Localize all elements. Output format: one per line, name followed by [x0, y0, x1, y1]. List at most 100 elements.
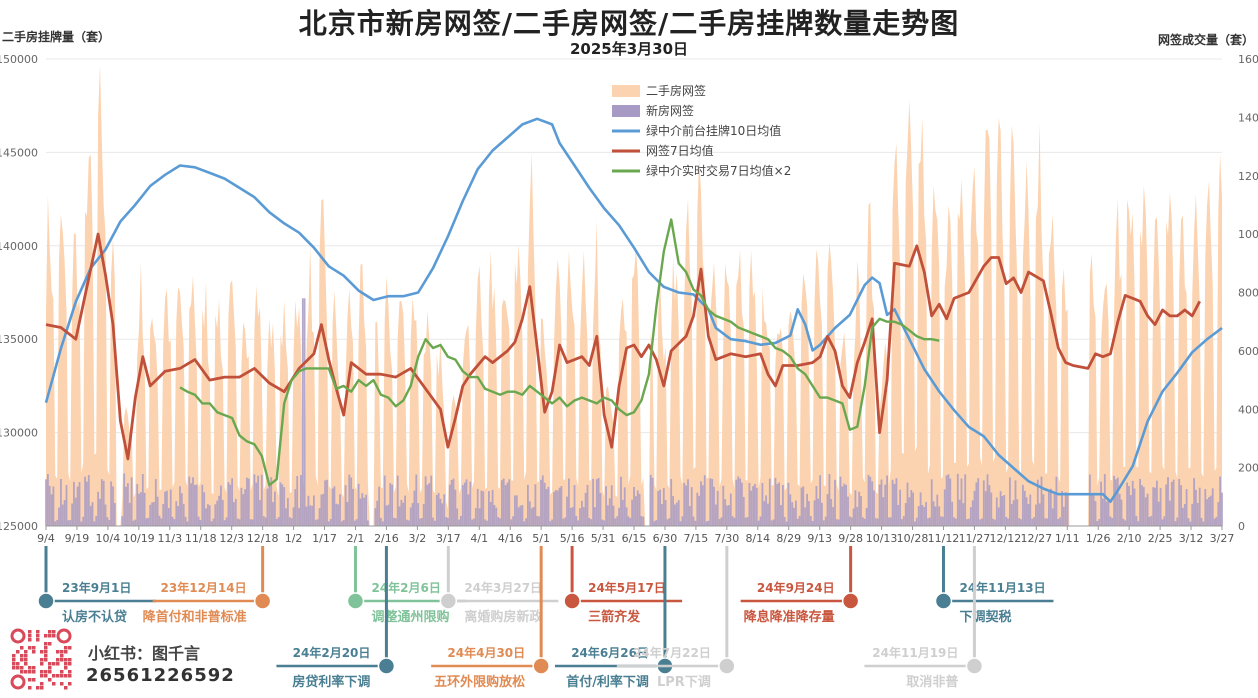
- new-house-bar: [339, 494, 341, 526]
- new-house-bar: [251, 519, 254, 526]
- new-house-bar: [904, 503, 907, 526]
- new-house-bar: [880, 479, 883, 526]
- qr-module: [44, 646, 48, 650]
- event-date: 24年5月17日: [588, 580, 666, 595]
- new-house-bar: [895, 478, 898, 526]
- event-marker: [934, 592, 953, 610]
- new-house-bar: [709, 478, 712, 526]
- x-tick-label: 9/19: [65, 532, 90, 545]
- new-house-bar: [56, 519, 59, 526]
- new-house-bar: [982, 480, 985, 526]
- new-house-bar: [848, 516, 851, 526]
- new-house-bar: [294, 489, 297, 526]
- new-house-bar: [1126, 482, 1128, 526]
- y-right-tick-label: 0: [1238, 520, 1245, 533]
- new-house-bar: [361, 493, 364, 526]
- new-house-bar: [549, 521, 552, 526]
- new-house-bar: [82, 516, 85, 526]
- new-house-bar: [768, 478, 771, 526]
- new-house-bar: [744, 517, 747, 526]
- new-house-bar: [992, 518, 994, 526]
- new-house-bar: [231, 478, 233, 526]
- new-house-bar: [834, 479, 836, 526]
- y-right-tick-label: 1200: [1238, 170, 1258, 183]
- new-house-bar: [703, 475, 706, 526]
- listing-10d-avg-line: [44, 117, 1223, 503]
- new-house-bar: [688, 506, 691, 526]
- event-date: 24年2月6日: [371, 580, 440, 595]
- new-house-bar: [754, 483, 756, 526]
- new-house-bar: [474, 508, 477, 526]
- new-house-bar: [1033, 517, 1035, 526]
- new-house-bar: [221, 499, 224, 526]
- new-house-bar: [854, 490, 857, 526]
- new-house-bar: [607, 505, 609, 526]
- new-house-bar: [380, 517, 382, 526]
- new-house-bar: [201, 484, 204, 526]
- new-house-bar: [194, 485, 196, 526]
- new-house-bar: [1183, 504, 1186, 526]
- new-house-bar: [906, 482, 909, 526]
- new-house-bar: [322, 493, 325, 526]
- new-house-bar: [947, 474, 950, 526]
- new-house-bar: [145, 518, 148, 526]
- x-tick-label: 8/14: [745, 532, 770, 545]
- new-house-bar: [973, 490, 976, 526]
- new-house-bar: [495, 507, 498, 526]
- new-house-bar: [268, 485, 271, 526]
- new-house-bar: [47, 474, 49, 526]
- new-house-bar: [1116, 477, 1119, 526]
- new-house-bar: [536, 516, 539, 526]
- new-house-bar: [657, 490, 660, 526]
- new-house-bar: [435, 495, 438, 526]
- new-house-bar: [945, 475, 948, 526]
- new-house-bar: [960, 478, 963, 526]
- new-house-bar: [897, 505, 900, 526]
- new-house-bar: [932, 501, 935, 526]
- new-house-bar: [722, 485, 725, 526]
- new-house-bar: [160, 518, 163, 526]
- new-house-bar: [858, 491, 861, 526]
- new-house-bar: [290, 518, 293, 526]
- new-house-bar: [54, 521, 57, 526]
- qr-module: [44, 634, 48, 638]
- x-tick-label: 3/2: [409, 532, 427, 545]
- qr-module: [48, 678, 52, 682]
- new-house-bar: [1048, 492, 1050, 526]
- qr-module: [48, 634, 52, 638]
- new-house-bar: [666, 519, 669, 526]
- y-right-tick-label: 1600: [1238, 53, 1258, 66]
- new-house-bar: [67, 520, 70, 526]
- new-house-bar: [778, 482, 780, 526]
- new-house-bar: [977, 478, 980, 526]
- new-house-bar: [74, 497, 77, 526]
- new-house-bar: [1096, 521, 1099, 526]
- new-house-bar: [986, 474, 989, 526]
- new-house-bar: [333, 486, 336, 526]
- y-left-tick-label: 130000: [0, 427, 38, 440]
- new-house-bar: [497, 517, 500, 526]
- qr-module: [44, 654, 48, 658]
- new-house-bar: [298, 508, 300, 526]
- new-house-bar: [309, 505, 312, 526]
- new-house-bar: [556, 490, 559, 526]
- new-house-bar: [1057, 519, 1060, 526]
- new-house-bar: [134, 519, 137, 526]
- new-house-bar: [439, 498, 442, 526]
- new-house-bar: [942, 516, 944, 526]
- new-house-bar: [862, 517, 864, 526]
- new-house-bar: [450, 480, 453, 526]
- new-house-bar: [594, 507, 596, 526]
- new-house-bar: [326, 479, 328, 526]
- new-house-bar: [270, 477, 273, 526]
- x-tick-label: 11/18: [185, 532, 217, 545]
- new-house-bar: [841, 486, 844, 526]
- new-house-bar: [1051, 508, 1054, 526]
- new-house-bar: [605, 486, 607, 526]
- new-house-bar: [123, 473, 126, 526]
- new-house-bar: [995, 497, 998, 526]
- new-house-bar: [1025, 497, 1028, 526]
- new-house-bar: [1103, 474, 1106, 526]
- new-house-bar: [443, 494, 446, 526]
- new-house-bar: [350, 477, 353, 526]
